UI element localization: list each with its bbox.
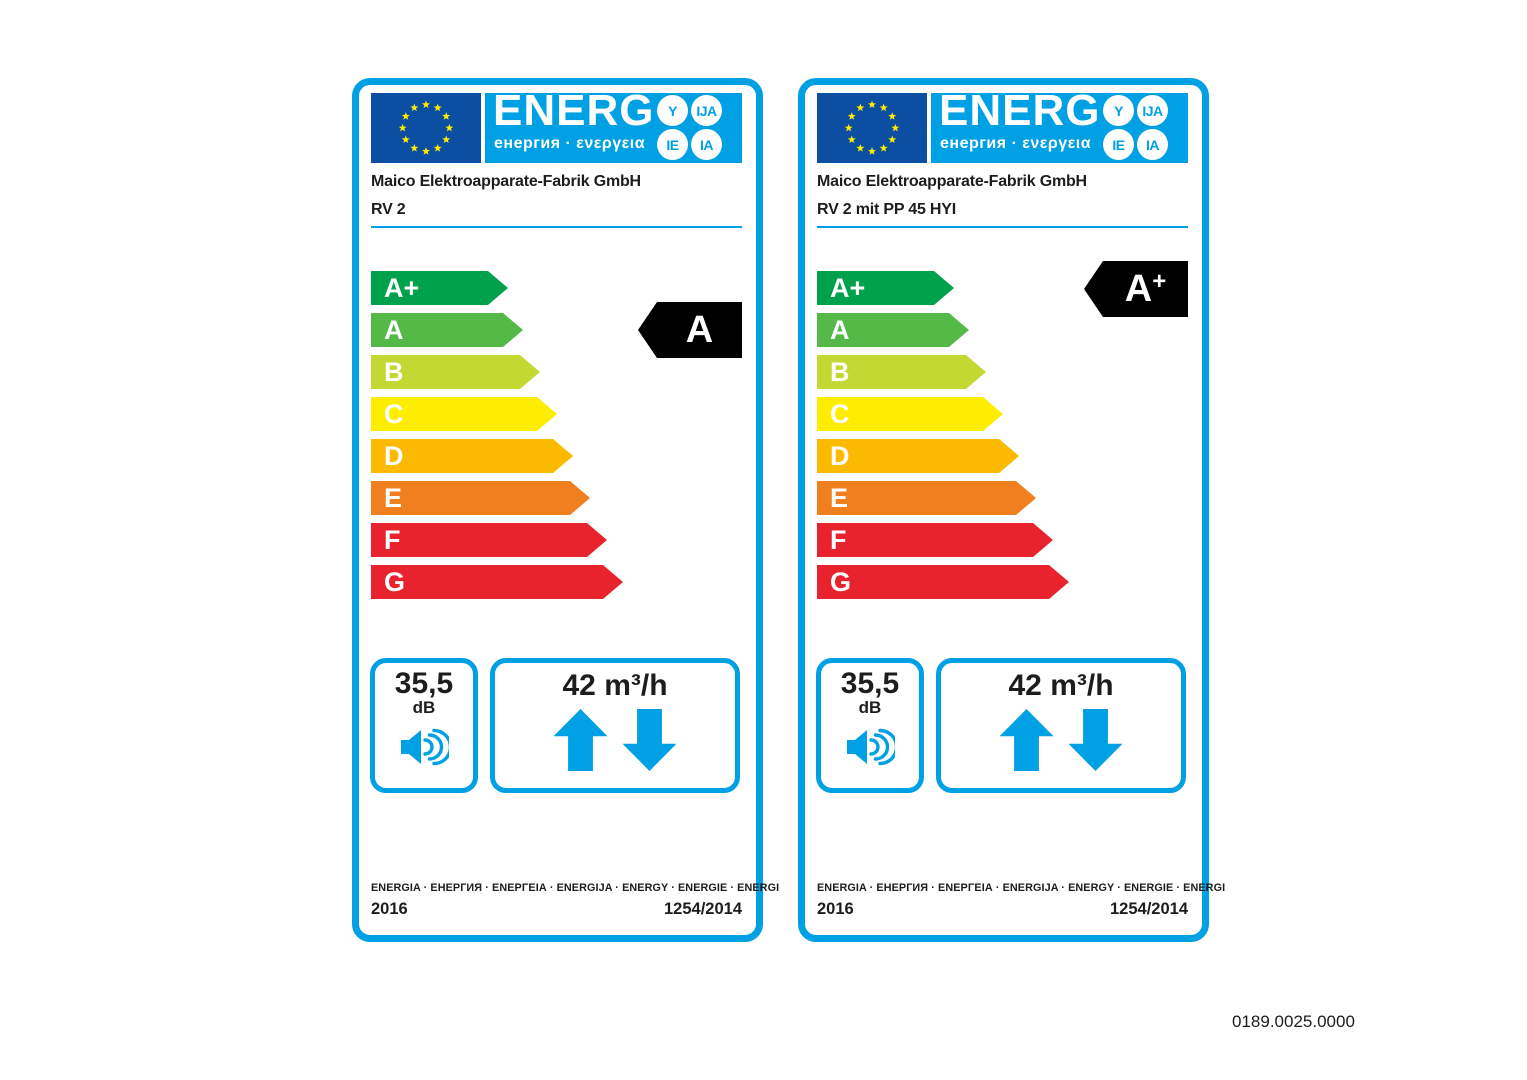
energ-logo-subtext: енергия · ενεργεια bbox=[494, 135, 646, 152]
grade-bar-e: E bbox=[817, 481, 1036, 515]
badge-ia: IA bbox=[691, 129, 722, 160]
regulation-number: 1254/2014 bbox=[664, 900, 742, 918]
speaker-icon bbox=[401, 728, 449, 765]
noise-value: 35,5 bbox=[394, 667, 454, 700]
airflow-box: 42 m³/h bbox=[936, 658, 1186, 793]
grade-bar-b: B bbox=[817, 355, 986, 389]
rating-letter: A bbox=[685, 309, 714, 351]
supplier-name: Maico Elektroapparate-Fabrik GmbH bbox=[371, 173, 641, 190]
energy-languages-line: ENERGIA · ЕНЕРГИЯ · ΕΝΕΡΓΕΙΑ · ENERGIJA … bbox=[371, 882, 780, 894]
airflow-down-icon bbox=[622, 709, 677, 771]
rating-plus: + bbox=[1152, 268, 1167, 295]
document-code: 0189.0025.0000 bbox=[1232, 1012, 1355, 1031]
grade-bar-a-plus: A+ bbox=[817, 271, 954, 305]
grade-bar-c: C bbox=[817, 397, 1003, 431]
rating-letter: A bbox=[1124, 268, 1153, 310]
badge-ia: IA bbox=[1137, 129, 1168, 160]
footer-row: 2016 1254/2014 bbox=[817, 900, 1188, 919]
energy-label-rv2-pp45: ENERG енергия · ενεργεια Y IJA IE IA Mai… bbox=[798, 78, 1226, 942]
grade-bar-a: A bbox=[817, 313, 969, 347]
airflow-arrows bbox=[553, 709, 677, 771]
grade-bar-c: C bbox=[371, 397, 557, 431]
grade-bar-d: D bbox=[371, 439, 573, 473]
grade-bar-g: G bbox=[817, 565, 1069, 599]
regulation-number: 1254/2014 bbox=[1110, 900, 1188, 918]
airflow-value: 42 m³/h bbox=[1008, 669, 1114, 702]
airflow-box: 42 m³/h bbox=[490, 658, 740, 793]
badge-ie: IE bbox=[657, 129, 688, 160]
label-year: 2016 bbox=[817, 900, 854, 918]
divider-line bbox=[371, 226, 742, 228]
label-header: ENERG енергия · ενεργεια Y IJA IE IA bbox=[817, 93, 1188, 163]
grade-bar-f: F bbox=[371, 523, 607, 557]
noise-unit: dB bbox=[412, 698, 436, 717]
badge-ija: IJA bbox=[1137, 95, 1168, 126]
grade-bar-a-plus: A+ bbox=[371, 271, 508, 305]
airflow-arrows bbox=[999, 709, 1123, 771]
noise-box: 35,5 dB bbox=[816, 658, 924, 793]
noise-value: 35,5 bbox=[840, 667, 900, 700]
grade-bar-a: A bbox=[371, 313, 523, 347]
model-name: RV 2 mit PP 45 HYI bbox=[817, 201, 956, 218]
eu-flag-icon bbox=[817, 93, 927, 163]
language-suffix-badges: Y IJA IE IA bbox=[657, 95, 722, 160]
airflow-up-icon bbox=[999, 709, 1054, 771]
badge-y: Y bbox=[657, 95, 688, 126]
energ-logo: ENERG енергия · ενεργεια Y IJA IE IA bbox=[485, 93, 742, 163]
noise-unit: dB bbox=[858, 698, 882, 717]
energ-logo: ENERG енергия · ενεργεια Y IJA IE IA bbox=[931, 93, 1188, 163]
grade-bar-f: F bbox=[817, 523, 1053, 557]
airflow-value: 42 m³/h bbox=[562, 669, 668, 702]
rating-arrow: A bbox=[638, 302, 742, 358]
grade-bar-g: G bbox=[371, 565, 623, 599]
noise-box: 35,5 dB bbox=[370, 658, 478, 793]
grade-bar-e: E bbox=[371, 481, 590, 515]
footer-row: 2016 1254/2014 bbox=[371, 900, 742, 919]
label-year: 2016 bbox=[371, 900, 408, 918]
energ-logo-subtext: енергия · ενεργεια bbox=[940, 135, 1092, 152]
airflow-down-icon bbox=[1068, 709, 1123, 771]
divider-line bbox=[817, 226, 1188, 228]
grade-bar-d: D bbox=[817, 439, 1019, 473]
eu-flag-icon bbox=[371, 93, 481, 163]
badge-ie: IE bbox=[1103, 129, 1134, 160]
speaker-icon bbox=[847, 728, 895, 765]
rating-arrow: A + bbox=[1084, 261, 1188, 317]
grade-bar-b: B bbox=[371, 355, 540, 389]
energy-languages-line: ENERGIA · ЕНЕРГИЯ · ΕΝΕΡΓΕΙΑ · ENERGIJA … bbox=[817, 882, 1226, 894]
badge-y: Y bbox=[1103, 95, 1134, 126]
model-name: RV 2 bbox=[371, 201, 406, 218]
supplier-name: Maico Elektroapparate-Fabrik GmbH bbox=[817, 173, 1087, 190]
airflow-up-icon bbox=[553, 709, 608, 771]
energ-logo-text: ENERG bbox=[493, 93, 655, 135]
energ-logo-text: ENERG bbox=[939, 93, 1101, 135]
energy-label-rv2: ENERG енергия · ενεργεια Y IJA IE IA Mai… bbox=[352, 78, 780, 942]
label-header: ENERG енергия · ενεργεια Y IJA IE IA bbox=[371, 93, 742, 163]
badge-ija: IJA bbox=[691, 95, 722, 126]
language-suffix-badges: Y IJA IE IA bbox=[1103, 95, 1168, 160]
